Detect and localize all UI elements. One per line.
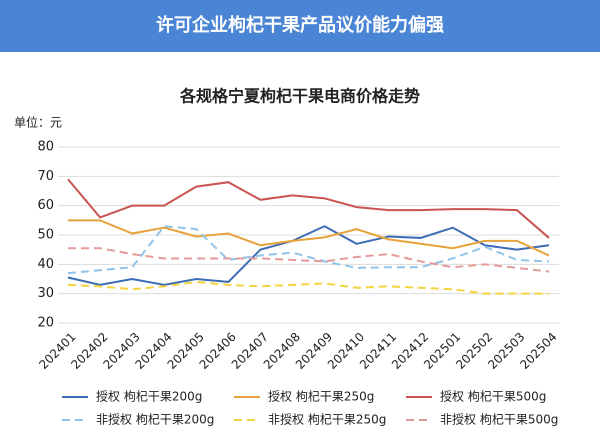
series-line [67, 225, 550, 286]
series-line [67, 280, 549, 295]
y-tick-label: 60 [37, 198, 54, 213]
y-unit: 单位：元 [14, 115, 62, 130]
series-line [67, 225, 550, 275]
series-line [67, 178, 550, 239]
y-tick-label: 40 [37, 257, 54, 272]
series-line [68, 247, 550, 273]
y-tick-label: 20 [37, 316, 54, 331]
series-line [68, 219, 550, 257]
header-title: 许可企业枸杞干果产品议价能力偏强 [156, 14, 444, 36]
y-tick-label: 70 [37, 169, 54, 184]
legend-label: 非授权 枸杞干果500g [440, 412, 558, 427]
legend-label: 授权 枸杞干果500g [440, 389, 546, 404]
legend-label: 非授权 枸杞干果250g [268, 412, 386, 427]
legend-label: 授权 枸杞干果200g [96, 389, 202, 404]
legend-label: 授权 枸杞干果250g [268, 389, 374, 404]
header-bar [0, 0, 600, 52]
y-tick-label: 30 [37, 286, 54, 301]
legend-label: 非授权 枸杞干果200g [96, 412, 214, 427]
y-tick-label: 50 [37, 228, 54, 243]
chart-title: 各规格宁夏枸杞干果电商价格走势 [179, 87, 420, 106]
y-tick-label: 80 [37, 140, 54, 155]
